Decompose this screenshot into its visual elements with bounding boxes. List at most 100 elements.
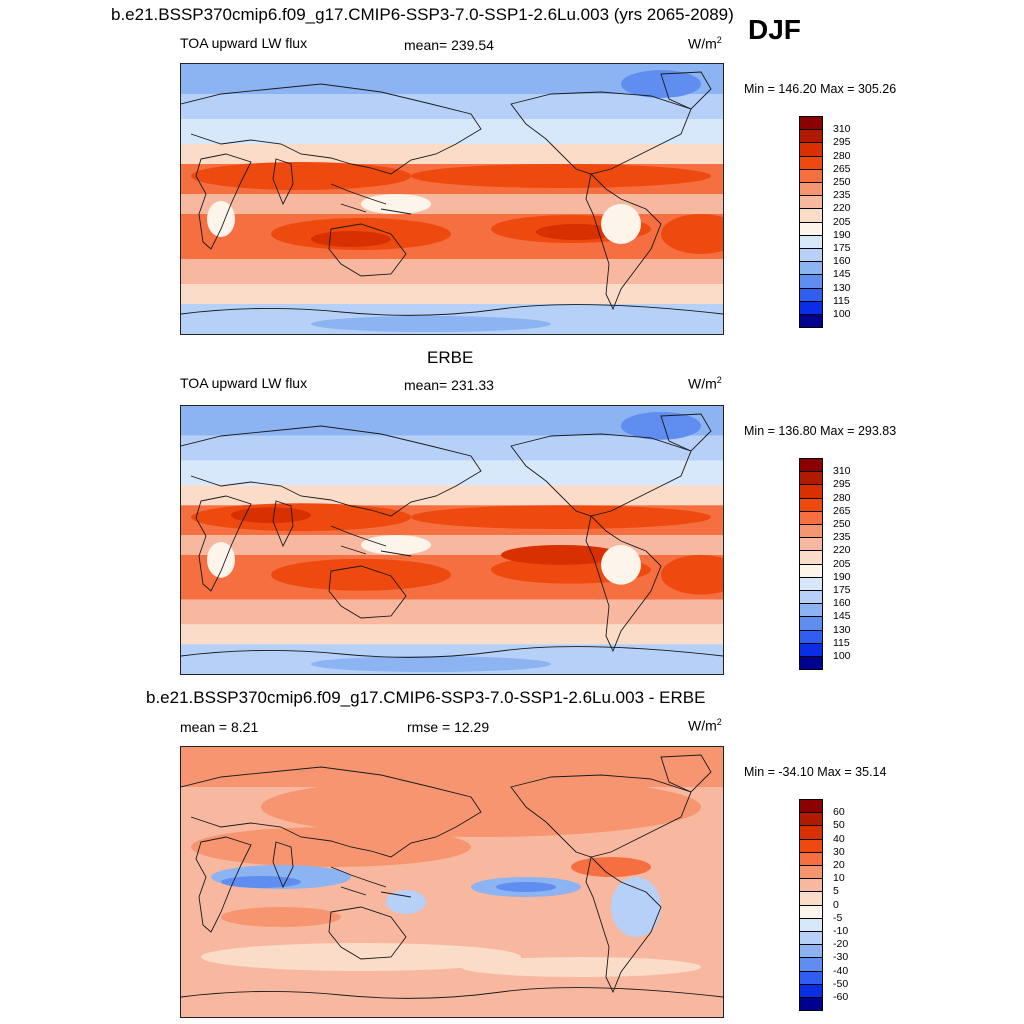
colorbar-tick-label: 60 <box>833 806 845 819</box>
field-contour-region <box>601 544 641 585</box>
colorbar-tick-label: 50 <box>833 819 845 832</box>
panel-3-title: b.e21.BSSP370cmip6.f09_g17.CMIP6-SSP3-7.… <box>146 688 706 707</box>
colorbar-tick-label: -40 <box>833 964 849 977</box>
colorbar-swatch <box>799 550 823 565</box>
colorbar-swatch <box>799 970 823 985</box>
panel-3-mean-label: mean = 8.21 <box>180 719 259 735</box>
colorbar-swatch <box>799 576 823 591</box>
coastlines <box>181 754 723 999</box>
colorbar-swatch <box>799 287 823 302</box>
colorbar-tick-label: 100 <box>833 308 851 320</box>
colorbar-swatch <box>799 155 823 170</box>
colorbar-tick-label: 115 <box>833 294 850 307</box>
panel-3-units-label: W/m2 <box>688 717 722 734</box>
panel-1-variable-label: TOA upward LW flux <box>180 35 308 51</box>
colorbar-swatch <box>799 825 823 840</box>
colorbar-swatch <box>799 590 823 605</box>
panel-2-variable-label: TOA upward LW flux <box>180 375 308 391</box>
colorbar-swatch <box>799 116 823 131</box>
colorbar-tick-label: -50 <box>833 977 849 990</box>
panel-3-map <box>180 746 724 1018</box>
field-contour-region <box>271 558 451 591</box>
colorbar-swatch <box>799 168 823 183</box>
panel-1-map-field <box>181 64 723 334</box>
colorbar-swatch <box>799 142 823 157</box>
coastlines <box>181 71 723 316</box>
colorbar-tick-label: 235 <box>833 189 851 202</box>
colorbar-tick-label: 265 <box>833 504 851 517</box>
colorbar-swatch <box>799 838 823 853</box>
colorbar-tick-label: 190 <box>833 228 851 241</box>
colorbar-swatch <box>799 944 823 959</box>
colorbar-swatch <box>799 195 823 210</box>
colorbar-swatch <box>799 891 823 906</box>
colorbar-tick-label: 190 <box>833 570 851 583</box>
colorbar-swatch <box>799 563 823 578</box>
field-contour-region <box>261 777 701 837</box>
field-contour-region <box>207 201 235 237</box>
colorbar-swatch <box>799 917 823 932</box>
colorbar-swatch <box>799 300 823 315</box>
colorbar-tick-label: 310 <box>833 123 851 136</box>
colorbar-tick-label: 175 <box>833 242 851 254</box>
colorbar-swatch <box>799 510 823 525</box>
field-contour-region <box>661 554 723 595</box>
panel-2-map <box>180 405 724 675</box>
colorbar-tick-label: 100 <box>833 650 851 662</box>
colorbar-tick-label: -60 <box>833 991 849 1003</box>
colorbar-tick-label: 220 <box>833 202 851 215</box>
season-label: DJF <box>748 14 801 45</box>
colorbar-swatch <box>799 812 823 827</box>
colorbar-tick-label: 5 <box>833 885 839 898</box>
colorbar-tick-label: 40 <box>833 832 845 845</box>
colorbar-tick-label: 145 <box>833 268 851 281</box>
field-contour-region <box>611 877 661 937</box>
colorbar-swatch <box>799 603 823 618</box>
colorbar-swatch <box>799 248 823 263</box>
field-contour-region <box>536 224 616 240</box>
colorbar-swatch <box>799 129 823 144</box>
colorbar-swatch <box>799 983 823 998</box>
colorbar-swatch <box>799 656 823 671</box>
colorbar-tick-label: 160 <box>833 255 851 268</box>
colorbar-swatch <box>799 799 823 814</box>
colorbar-swatch <box>799 221 823 236</box>
colorbar-tick-label: -10 <box>833 925 849 937</box>
colorbar-tick-label: 220 <box>833 544 851 557</box>
field-contour-region <box>621 411 701 440</box>
colorbar-swatch <box>799 471 823 486</box>
field-contour-region <box>311 316 551 332</box>
colorbar-swatch <box>799 314 823 329</box>
colorbar-swatch <box>799 261 823 276</box>
panel-2-title: ERBE <box>427 348 474 367</box>
colorbar-swatch <box>799 208 823 223</box>
colorbar-swatch <box>799 851 823 866</box>
field-contour-region <box>361 535 431 555</box>
field-contour-region <box>661 214 723 254</box>
field-contour-region <box>201 943 521 971</box>
colorbar-swatch <box>799 865 823 880</box>
colorbar-tick-label: 145 <box>833 610 851 623</box>
panel-2-map-field <box>181 406 723 674</box>
colorbar-swatch <box>799 458 823 473</box>
colorbar-tick-label: 280 <box>833 149 851 162</box>
panel-2-mean-label: mean= 231.33 <box>404 377 494 393</box>
colorbar-tick-label: 295 <box>833 136 851 149</box>
panel-2-units-label: W/m2 <box>688 375 722 392</box>
panel-1-title: b.e21.BSSP370cmip6.f09_g17.CMIP6-SSP3-7.… <box>111 5 734 24</box>
panel-3-map-field <box>181 747 723 1017</box>
colorbar-tick-label: -20 <box>833 938 849 951</box>
colorbar-tick-label: 20 <box>833 859 845 871</box>
field-contour-region <box>311 656 551 673</box>
field-contour-region <box>221 876 301 888</box>
field-contour-region <box>411 505 711 530</box>
colorbar-tick-label: 205 <box>833 557 851 570</box>
colorbar-swatch <box>799 182 823 197</box>
colorbar-swatch <box>799 931 823 946</box>
panel-3-minmax: Min = -34.10 Max = 35.14 <box>744 765 887 779</box>
panel-2-minmax: Min = 136.80 Max = 293.83 <box>744 424 897 438</box>
colorbar-tick-label: 0 <box>833 898 839 911</box>
colorbar-swatch <box>799 904 823 919</box>
colorbar-swatch <box>799 957 823 972</box>
colorbar-tick-label: 235 <box>833 531 851 544</box>
